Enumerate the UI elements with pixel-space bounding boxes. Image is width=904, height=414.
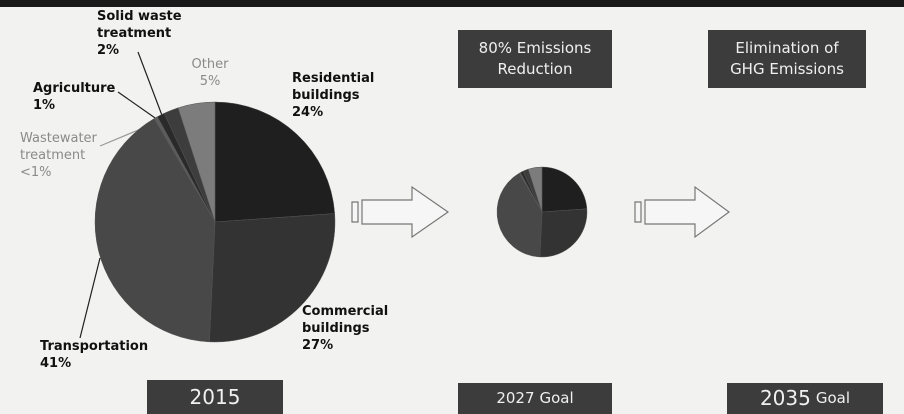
slice-name: Agriculture bbox=[33, 81, 116, 96]
slice-name: Solid waste treatment bbox=[97, 9, 182, 41]
slice-value: 41% bbox=[40, 356, 72, 371]
slice-label: Commercial buildings 27% bbox=[302, 303, 412, 354]
slice-label: Agriculture 1% bbox=[33, 80, 133, 114]
leader-line bbox=[117, 91, 159, 121]
stage-label: 2015 bbox=[147, 380, 283, 414]
slice-label: Wastewater treatment <1% bbox=[20, 130, 120, 181]
slice-value: <1% bbox=[20, 165, 52, 180]
stage-word: Goal bbox=[815, 389, 851, 407]
stage-header: 80% Emissions Reduction bbox=[458, 30, 612, 88]
slice-label: Other 5% bbox=[185, 56, 235, 90]
pie-slice bbox=[496, 172, 543, 258]
stage-header: Elimination of GHG Emissions bbox=[708, 30, 866, 88]
pie-slice bbox=[209, 213, 336, 343]
pie-slice bbox=[541, 166, 588, 213]
slice-label: Transportation 41% bbox=[40, 338, 170, 372]
slice-name: Commercial buildings bbox=[302, 304, 389, 336]
slice-name: Transportation bbox=[40, 339, 149, 354]
stage-year: 2027 bbox=[496, 389, 535, 407]
stage-label: 2027 Goal bbox=[458, 383, 612, 414]
slice-name: Other bbox=[191, 57, 229, 72]
slice-value: 5% bbox=[199, 74, 221, 89]
pie-slice bbox=[527, 166, 543, 213]
arrow bbox=[634, 185, 731, 239]
stage-year: 2035 bbox=[759, 386, 811, 410]
slice-label: Residential buildings 24% bbox=[292, 70, 402, 121]
pie-slice bbox=[214, 101, 335, 223]
stage-label: 2035 Goal bbox=[727, 383, 883, 414]
stage-word: Goal bbox=[539, 389, 574, 407]
arrow bbox=[351, 185, 450, 239]
pie-slice bbox=[94, 118, 216, 343]
slice-value: 27% bbox=[302, 338, 334, 353]
pie-slice bbox=[177, 101, 216, 223]
slice-value: 24% bbox=[292, 105, 324, 120]
top-bar bbox=[0, 0, 904, 7]
leader-line bbox=[137, 51, 164, 119]
slice-label: Solid waste treatment 2% bbox=[97, 8, 192, 59]
arrows bbox=[351, 185, 731, 239]
slice-name: Residential buildings bbox=[292, 71, 375, 103]
pie-slice bbox=[539, 208, 588, 258]
slice-name: Wastewater treatment bbox=[20, 131, 97, 163]
slice-value: 1% bbox=[33, 98, 56, 113]
slice-value: 2% bbox=[97, 43, 120, 58]
leader-line bbox=[79, 257, 101, 339]
pie-2015 bbox=[94, 101, 336, 343]
pie-2027 bbox=[496, 166, 588, 258]
stage-year: 2015 bbox=[189, 384, 241, 409]
